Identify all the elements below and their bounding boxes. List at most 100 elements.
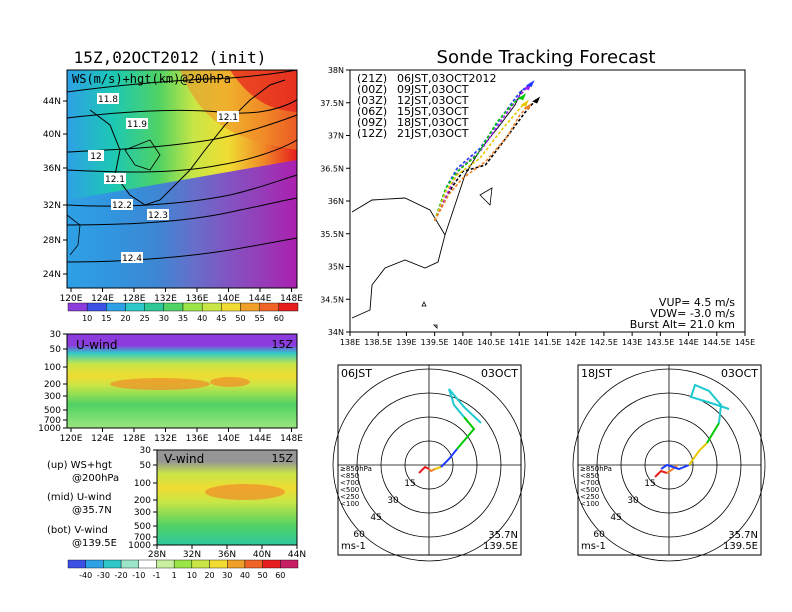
lon-tick-label: 148E <box>280 294 303 304</box>
hodograph-lon: 139.5E <box>483 541 518 552</box>
hodograph-lon: 139.5E <box>723 541 758 552</box>
hodograph-ring-label: 30 <box>627 496 639 506</box>
wind-component-colorbar: -40 -30 -20 -10 -1 1 10 20 30 40 50 60 <box>67 559 299 580</box>
china-coastline <box>66 214 81 256</box>
colorbar-swatch <box>201 302 222 312</box>
colorbar-swatch <box>125 302 145 312</box>
pressure-tick-label: 500 <box>134 522 151 532</box>
vwind-label: V-wind <box>164 452 204 466</box>
track-endpoint-marker <box>523 103 532 111</box>
colorbar-swatch <box>138 559 157 569</box>
track-legend-utc: (00Z) <box>357 83 387 96</box>
hodograph-legend-item: <100 <box>340 500 359 508</box>
hodograph-date: 03OCT <box>481 367 518 380</box>
hodograph-legend-item: ≥850hPa <box>580 465 612 473</box>
lon-tick-label: 141.5E <box>534 338 562 347</box>
ws-map-frame <box>66 69 298 289</box>
hodograph-trace <box>654 469 668 478</box>
hodograph-ring-label: 45 <box>370 513 381 523</box>
colorbar-label: -30 <box>97 571 110 580</box>
colorbar-swatch <box>144 302 165 312</box>
lat-tick-label: 36N <box>328 197 344 206</box>
colorbar-label: 25 <box>140 314 150 323</box>
track-endpoint-marker <box>532 96 541 104</box>
hodograph-legend-item: ≥850hPa <box>340 465 372 473</box>
colorbar-label: 15 <box>101 314 111 323</box>
lon-tick-label: 139E <box>396 338 416 347</box>
contour-label: 12.1 <box>105 175 125 185</box>
contour-label: 11.9 <box>127 120 147 130</box>
lat-tick-label: 38N <box>328 66 344 75</box>
lat-tick-label: 40N <box>253 550 271 560</box>
track-legend-utc: (21Z) <box>357 72 387 85</box>
track-legend-utc: (12Z) <box>357 127 387 140</box>
ws-map-panel: 11.8 11.9 12.1 12 12.1 12.2 12.3 12.4 WS… <box>43 69 303 304</box>
ws-map-lon-ticks: 120E 124E 128E 132E 136E 140E 144E 148E <box>60 288 303 304</box>
colorbar-label: 60 <box>275 571 285 580</box>
track-islands <box>421 301 438 329</box>
contour-labels: 11.8 11.9 12.1 12 12.1 12.2 12.3 12.4 <box>88 93 239 264</box>
lon-tick-label: 124E <box>91 434 114 444</box>
lon-tick-label: 145E <box>735 338 755 347</box>
lon-tick-label: 144E <box>249 434 272 444</box>
colorbar-label: 60 <box>274 314 284 323</box>
colorbar-swatch <box>182 302 203 312</box>
track-series-line <box>433 95 523 221</box>
pressure-tick-label: 100 <box>134 479 151 489</box>
track-legend-jst: 15JST,03OCT <box>397 105 469 118</box>
hodograph-legend-item: <100 <box>580 500 599 508</box>
contour-label: 12.1 <box>218 113 238 123</box>
hodograph-trace <box>428 468 436 473</box>
pressure-tick-label: 500 <box>44 406 61 416</box>
pressure-tick-label: 30 <box>140 446 152 456</box>
colorbar-swatch <box>227 559 246 569</box>
track-legend-jst: 06JST,03OCT2012 <box>397 72 497 85</box>
lon-tick-label: 120E <box>60 294 83 304</box>
lon-tick-label: 148E <box>280 434 303 444</box>
lon-tick-label: 136E <box>186 294 209 304</box>
lon-tick-label: 140.5E <box>477 338 505 347</box>
track-series-line <box>433 105 529 222</box>
ws-jet-max <box>230 70 297 112</box>
uwind-time: 15Z <box>271 338 293 351</box>
lon-tick-label: 120E <box>60 434 83 444</box>
colorbar-label: 50 <box>235 314 245 323</box>
lat-tick-label: 36.5N <box>320 164 344 173</box>
hodograph-trace <box>688 442 708 466</box>
ws-colorbar: 10 15 20 25 30 35 40 45 50 55 60 <box>67 302 299 323</box>
hodograph-frame <box>337 364 522 556</box>
lon-tick-label: 128E <box>123 294 146 304</box>
hodograph-legend-item: <850 <box>340 472 359 480</box>
pressure-tick-label: 200 <box>134 496 151 506</box>
height-contours <box>66 69 298 263</box>
lat-tick-label: 28N <box>148 550 166 560</box>
hodograph-trace <box>418 465 430 474</box>
lon-tick-label: 142E <box>566 338 586 347</box>
track-legend-utc: (06Z) <box>357 105 387 118</box>
lat-tick-label: 35.5N <box>320 230 344 239</box>
track-endpoint-marker <box>518 93 527 101</box>
hodograph-trace <box>689 383 730 424</box>
lon-tick-label: 138.5E <box>364 338 392 347</box>
hodograph-unit: ms-1 <box>341 541 366 552</box>
hodograph-ring-label: 30 <box>387 496 399 506</box>
hodograph-trace <box>706 422 720 444</box>
colorbar-swatch <box>106 302 126 312</box>
colorbar-label: 30 <box>159 314 169 323</box>
uwind-core <box>110 378 210 390</box>
colorbar-swatch <box>240 302 260 312</box>
lon-tick-label: 143E <box>622 338 642 347</box>
uwind-frame <box>66 333 298 429</box>
track-series-line <box>433 102 526 221</box>
hodograph-legend-item: <850 <box>580 472 599 480</box>
lon-tick-label: 132E <box>154 294 177 304</box>
hodograph-ring-label: 15 <box>644 479 655 489</box>
hodograph-trace <box>660 463 690 471</box>
track-endpoint-marker <box>526 80 535 88</box>
uwind-top-band <box>67 334 297 346</box>
note-bot-line1: (bot) V-wind <box>47 525 108 536</box>
lat-tick-label: 34.5N <box>320 295 344 304</box>
